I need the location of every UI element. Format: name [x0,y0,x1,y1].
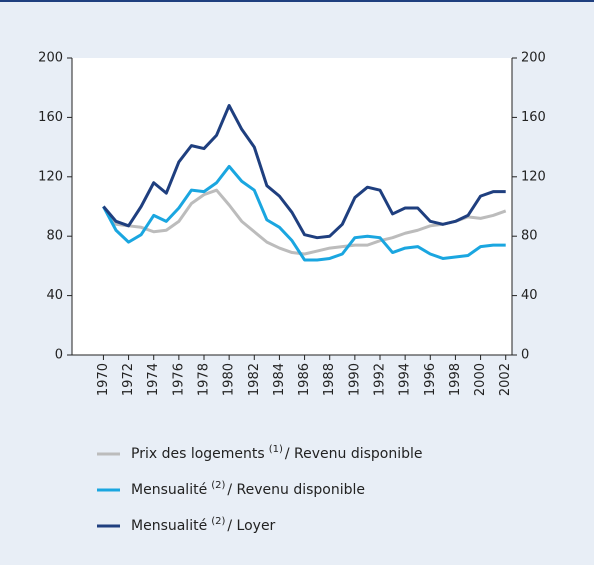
y-tick-label: 120 [38,169,63,184]
x-tick-label: 1996 [423,363,438,396]
x-tick-label: 1970 [96,363,111,396]
legend-suffix: / Revenu disponible [227,482,365,498]
legend-name: Prix des logements [131,446,265,462]
y2-tick-label: 160 [521,110,546,125]
y2-tick-label: 40 [521,288,538,303]
legend: Prix des logements (1) / Revenu disponible… [97,444,423,534]
x-tick-label: 1982 [247,363,262,396]
x-tick-label: 1994 [398,363,413,396]
x-tick-label: 1980 [222,363,237,396]
x-tick-label: 1972 [121,363,136,396]
legend-note: (2) [211,516,225,527]
legend-note: (1) [269,444,283,455]
plot-area [72,58,512,355]
top-rule [0,0,594,2]
x-tick-label: 1992 [373,363,388,396]
legend-label: Mensualité (2) / Loyer [131,516,276,534]
x-tick-label: 1984 [272,363,287,396]
legend-suffix: / Revenu disponible [285,446,423,462]
y2-tick-label: 80 [521,229,538,244]
x-tick-label: 1978 [197,363,212,396]
y-tick-label: 200 [38,51,63,66]
x-tick-label: 1976 [171,363,186,396]
x-tick-label: 1986 [297,363,312,396]
y2-tick-label: 120 [521,169,546,184]
x-tick-label: 1988 [322,363,337,396]
series-line [102,104,506,240]
y-tick-label: 0 [55,348,63,363]
x-tick-label: 2000 [473,363,488,396]
legend-note: (2) [211,480,225,491]
y2-tick-label: 0 [521,348,529,363]
legend-suffix: / Loyer [227,518,275,534]
y2-tick-label: 200 [521,51,546,66]
legend-name: Mensualité [131,482,207,498]
x-tick-label: 1998 [448,363,463,396]
y-tick-label: 40 [46,288,63,303]
y-tick-label: 160 [38,110,63,125]
x-tick-label: 2002 [498,363,513,396]
legend-label: Mensualité (2) / Revenu disponible [131,480,365,498]
x-tick-label: 1974 [146,363,161,396]
legend-name: Mensualité [131,518,207,534]
legend-label: Prix des logements (1) / Revenu disponible [131,444,423,462]
y-tick-label: 80 [46,229,63,244]
series-line [102,164,506,262]
x-tick-label: 1990 [347,363,362,396]
